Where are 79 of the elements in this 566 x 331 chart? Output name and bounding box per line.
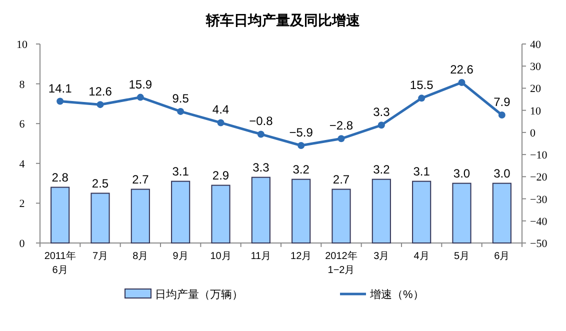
point (338, 135, 345, 142)
point (418, 94, 426, 102)
bar (292, 178, 311, 244)
bar (492, 182, 512, 244)
data-label: 3.2 (373, 162, 390, 176)
data-label: 22.6 (450, 62, 474, 76)
x-tick-label: 9月 (172, 251, 188, 262)
y-tick-label: 4 (19, 158, 26, 170)
y2-tick-label: 30 (530, 61, 542, 74)
bar (50, 186, 70, 244)
legend-label: 增速（%） (369, 288, 424, 301)
y2-tick-label: −30 (530, 194, 548, 206)
data-label: 3.3 (252, 160, 270, 174)
point (498, 111, 506, 118)
data-label: −0.8 (249, 114, 274, 128)
x-tick-label: 2012年 1−2月 (325, 250, 358, 276)
x-tick-label: 12月 (290, 251, 312, 262)
data-label: −2.8 (329, 118, 354, 133)
data-label: 2.7 (332, 172, 350, 186)
point (458, 78, 466, 86)
x-tick-label: 3月 (374, 251, 390, 262)
data-label: 3.3 (373, 105, 390, 120)
y-tick-label: 0 (19, 238, 26, 250)
point (378, 122, 385, 129)
data-label: 2.8 (52, 170, 69, 184)
data-label: 7.9 (494, 94, 511, 109)
x-tick-label: 8月 (132, 251, 148, 262)
y2-tick-label: 40 (530, 39, 542, 51)
bar (452, 182, 472, 244)
point (96, 101, 104, 108)
bar (332, 188, 351, 244)
y2-tick-label: 0 (530, 127, 536, 140)
data-label: 14.1 (48, 81, 72, 96)
point (217, 119, 224, 126)
legend-label: 日均产量（万辆） (155, 288, 243, 301)
point (298, 142, 305, 149)
x-tick-label: 4月 (414, 251, 430, 262)
y-tick-label: 8 (19, 78, 26, 91)
x-tick-label: 7月 (92, 251, 108, 262)
y2-tick-label: 20 (530, 83, 542, 96)
x-tick-label: 10月 (210, 251, 232, 262)
data-label: 3.1 (413, 164, 430, 178)
y2-tick-label: 10 (530, 105, 542, 118)
y-tick-label: 6 (19, 118, 26, 131)
data-label: 12.6 (88, 84, 112, 99)
data-label: 3.2 (292, 162, 310, 176)
data-label: 2.7 (132, 172, 150, 186)
bar (412, 180, 432, 244)
y2-tick-label: −40 (530, 216, 548, 228)
data-label: 9.5 (172, 91, 190, 106)
data-label: 15.9 (128, 77, 152, 92)
x-tick-label: 2011年 6月 (44, 250, 76, 276)
point (56, 98, 64, 105)
data-label: 3.0 (494, 166, 511, 180)
bar (372, 178, 391, 244)
data-label: −5.9 (289, 125, 314, 140)
y-tick-label: 2 (19, 198, 25, 210)
point (177, 108, 184, 115)
data-label: 15.5 (410, 78, 434, 92)
data-label: 4.4 (212, 102, 230, 117)
x-tick-label: 5月 (454, 251, 470, 262)
data-label: 2.5 (92, 176, 109, 190)
bar (130, 188, 150, 244)
bar (171, 180, 190, 244)
y2-tick-label: −20 (530, 172, 548, 184)
bar (211, 184, 230, 244)
x-tick-label: 11月 (250, 251, 272, 262)
y-tick-label: 10 (16, 39, 28, 51)
bar (90, 192, 110, 244)
data-label: 2.9 (212, 168, 230, 182)
data-label: 3.1 (172, 164, 190, 178)
chart-title: 轿车日均产量及同比增速 (205, 12, 361, 28)
x-tick-label: 6月 (494, 251, 510, 262)
data-label: 3.0 (453, 166, 470, 180)
y2-tick-label: −10 (530, 150, 548, 162)
point (257, 130, 264, 138)
y2-tick-label: −50 (530, 238, 548, 250)
bar (251, 176, 270, 244)
point (136, 94, 144, 101)
